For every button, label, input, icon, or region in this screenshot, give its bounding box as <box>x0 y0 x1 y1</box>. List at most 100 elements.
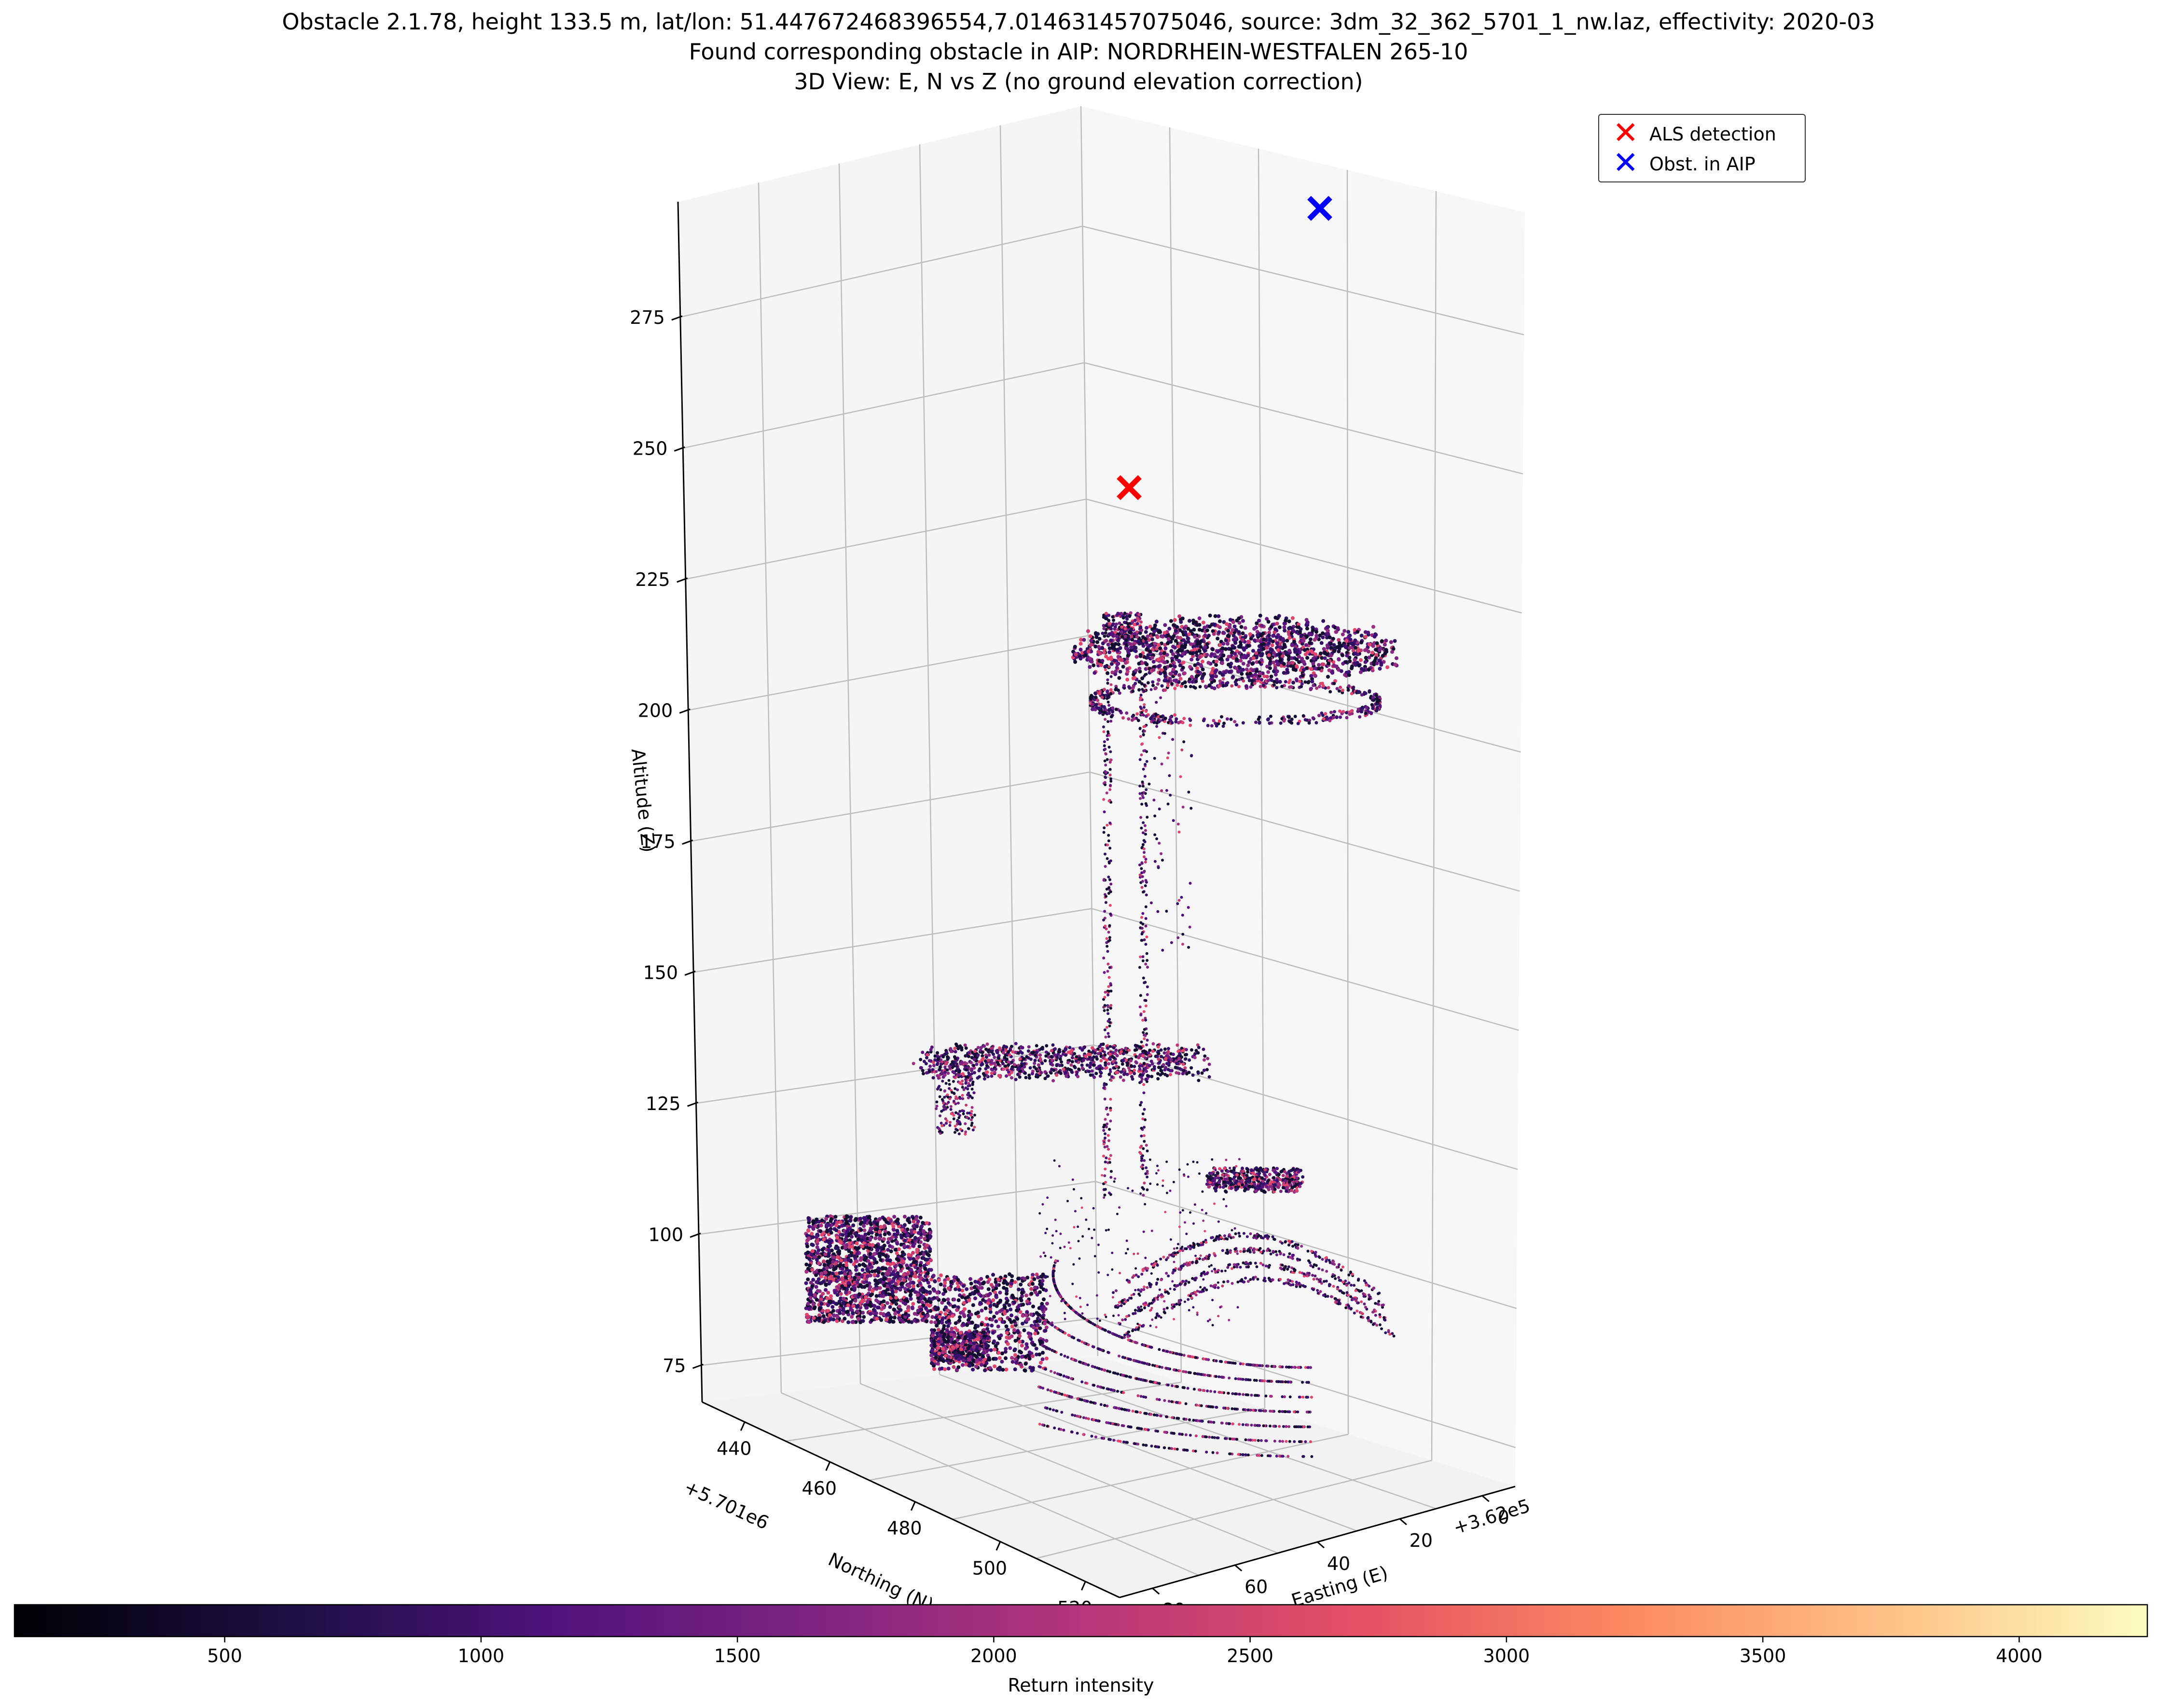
cloud-point <box>1175 717 1178 721</box>
cloud-point <box>1202 1069 1206 1072</box>
cloud-point <box>1320 662 1325 667</box>
cloud-point <box>1221 681 1225 685</box>
cloud-point <box>1267 641 1271 645</box>
cloud-point <box>967 1084 970 1088</box>
cloud-point <box>1287 685 1291 689</box>
cloud-point <box>1106 671 1110 675</box>
cloud-point <box>1320 656 1324 660</box>
cloud-point <box>1195 623 1200 627</box>
cloud-point <box>1121 1058 1125 1062</box>
cloud-point <box>1353 652 1357 656</box>
cloud-point <box>1117 632 1121 636</box>
cloud-point <box>1151 683 1155 687</box>
cloud-point <box>936 1087 939 1091</box>
cloud-point <box>1103 1083 1106 1087</box>
cloud-point <box>1290 656 1294 660</box>
cloud-point <box>1141 688 1144 691</box>
cloud-point <box>985 1042 989 1046</box>
cloud-point <box>1104 764 1107 767</box>
cloud-point <box>1179 775 1182 778</box>
cloud-point <box>1152 629 1156 634</box>
cloud-point <box>1220 646 1225 651</box>
cloud-point <box>1103 1145 1106 1149</box>
cloud-point <box>1234 628 1238 632</box>
cloud-point <box>941 1080 944 1083</box>
cloud-point <box>1191 1073 1195 1077</box>
cloud-point <box>1127 1066 1131 1070</box>
cloud-point <box>1083 653 1088 657</box>
cloud-point <box>946 1096 950 1099</box>
cloud-point <box>1139 921 1143 924</box>
cloud-point <box>1169 619 1173 623</box>
cloud-point <box>1142 1083 1146 1086</box>
cloud-point <box>1353 628 1357 632</box>
cloud-point <box>1335 715 1339 719</box>
cloud-point <box>1267 653 1271 657</box>
cloud-point <box>1301 1175 1305 1179</box>
cloud-point <box>1173 618 1177 622</box>
grid-line-floor <box>1036 1459 1432 1559</box>
cloud-point <box>990 1061 994 1065</box>
cloud-point <box>1378 704 1382 708</box>
cloud-point <box>1018 1057 1022 1061</box>
cloud-point <box>1158 671 1162 676</box>
cloud-point <box>896 1310 900 1314</box>
cloud-point <box>1108 1018 1111 1021</box>
cloud-point <box>1243 626 1247 630</box>
cloud-point <box>1170 721 1174 724</box>
cloud-point <box>831 1317 836 1321</box>
cloud-point <box>1090 1069 1094 1073</box>
cloud-point <box>1327 635 1332 639</box>
cloud-point <box>1163 623 1167 627</box>
cloud-point <box>938 1068 941 1071</box>
cloud-point <box>1109 777 1112 780</box>
cloud-point <box>1055 1063 1059 1067</box>
cloud-point <box>1104 1180 1107 1184</box>
cloud-point <box>917 1269 921 1273</box>
cloud-point <box>1030 1072 1034 1076</box>
cloud-point <box>1145 662 1149 667</box>
cloud-point <box>1106 642 1110 647</box>
cloud-point <box>1095 706 1099 709</box>
cloud-point <box>1241 721 1245 725</box>
cloud-point <box>1163 716 1167 720</box>
cloud-point <box>1313 673 1317 678</box>
cloud-point <box>1196 669 1200 674</box>
cloud-point <box>1176 1062 1180 1066</box>
cloud-point <box>1135 712 1139 716</box>
cloud-point <box>1301 660 1306 664</box>
cloud-point <box>888 1244 892 1248</box>
cloud-point <box>1188 665 1192 669</box>
cloud-point <box>1109 982 1112 986</box>
cloud-point <box>1252 1172 1256 1176</box>
cloud-point <box>1246 644 1250 648</box>
cloud-point <box>1246 675 1250 679</box>
cloud-point <box>1181 1062 1185 1066</box>
cloud-point <box>823 1270 828 1275</box>
cloud-point <box>1145 714 1148 718</box>
cloud-point <box>1151 1049 1155 1053</box>
grid-line-n <box>758 182 782 1393</box>
cloud-point <box>1109 758 1112 762</box>
cloud-point <box>1171 667 1175 672</box>
cloud-point <box>930 1045 934 1049</box>
cloud-point <box>1053 1053 1057 1057</box>
cloud-point <box>1010 1044 1013 1048</box>
cloud-point <box>1073 660 1078 664</box>
cloud-point <box>1107 861 1111 865</box>
chart-subtitle-view: 3D View: E, N vs Z (no ground elevation … <box>794 69 1363 95</box>
cloud-point <box>1268 662 1272 666</box>
cloud-point <box>922 1072 925 1076</box>
cloud-point <box>1106 690 1109 694</box>
cloud-point <box>1138 792 1142 795</box>
cloud-point <box>1141 641 1145 646</box>
cloud-point <box>1113 630 1117 634</box>
cloud-point <box>923 1267 927 1271</box>
cloud-point <box>1104 611 1108 615</box>
cloud-point <box>1104 1137 1106 1139</box>
cloud-point <box>1102 615 1106 619</box>
cloud-point <box>895 1251 899 1255</box>
cloud-point <box>1106 681 1109 685</box>
cloud-point <box>1180 748 1184 751</box>
